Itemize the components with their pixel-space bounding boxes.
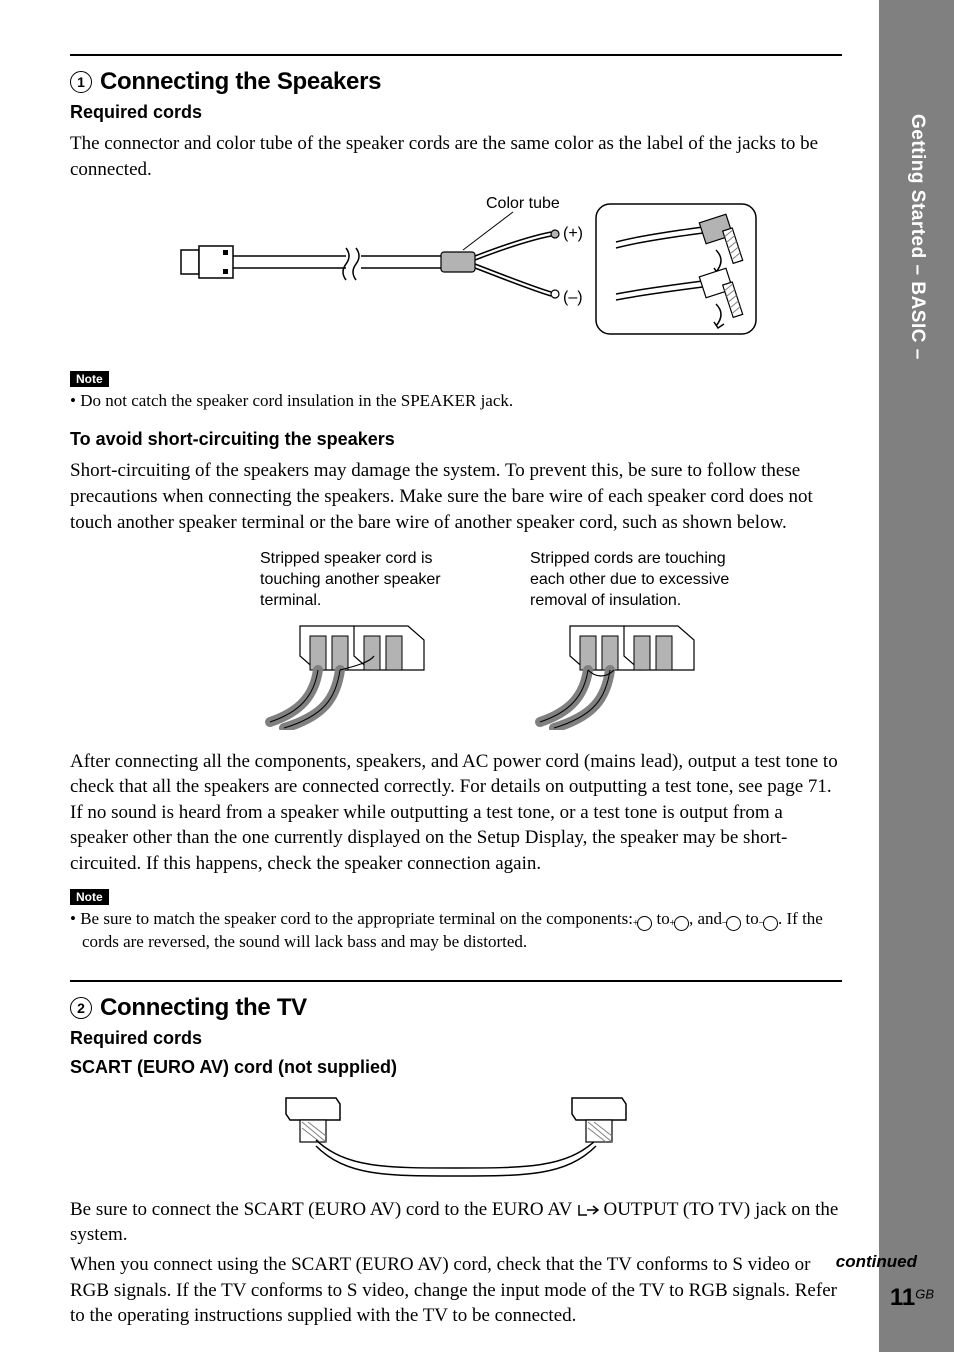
sidebar-section-label: Getting Started – BASIC – [906,114,928,360]
note-2-text: • Be sure to match the speaker cord to t… [70,908,842,954]
short-circuit-examples: Stripped speaker cord is touching anothe… [260,549,842,734]
section-2-heading-row: 2 Connecting the TV [70,994,842,1022]
minus-icon: − [763,916,778,931]
sidebar-tab: Getting Started – BASIC – [879,0,954,1352]
section-2-rule [70,980,842,982]
section-2-number-icon: 2 [70,997,92,1019]
page-number-value: 11 [890,1284,915,1311]
scart-paragraph-1: Be sure to connect the SCART (EURO AV) c… [70,1197,842,1248]
continued-text: continued [836,1252,917,1271]
required-cords-heading-2: Required cords [70,1028,842,1049]
note-2-pre: • Be sure to match the speaker cord to t… [70,909,637,928]
note-1-text: • Do not catch the speaker cord insulati… [70,390,842,413]
short-circuit-paragraph: Short-circuiting of the speakers may dam… [70,458,842,535]
page-number: 11GB [890,1284,934,1312]
minus-icon: − [726,916,741,931]
minus-label: (–) [563,289,583,306]
example-left: Stripped speaker cord is touching anothe… [260,549,490,734]
sec1-intro-text: The connector and color tube of the spea… [70,131,842,182]
section-1-heading-row: 1 Connecting the Speakers [70,68,842,96]
plus-label: (+) [563,225,583,242]
output-arrow-icon [577,1203,599,1217]
required-cords-heading-1: Required cords [70,102,842,123]
example-right-caption: Stripped cords are touching each other d… [530,549,760,611]
section-1-title: Connecting the Speakers [100,68,381,96]
scart-p1-pre: Be sure to connect the SCART (EURO AV) c… [70,1199,577,1220]
note-label-1: Note [70,371,109,387]
continued-label: continued [836,1252,934,1272]
section-1-rule [70,54,842,56]
section-2-title: Connecting the TV [100,994,307,1022]
note-2-mid2: , and [689,909,726,928]
scart-paragraph-2: When you connect using the SCART (EURO A… [70,1252,842,1329]
color-tube-label: Color tube [486,195,560,212]
note-label-2: Note [70,889,109,905]
speaker-cord-diagram: Color tube (+) (–) [70,192,842,357]
example-left-svg [260,620,430,730]
example-right: Stripped cords are touching each other d… [530,549,760,734]
plus-icon: + [637,916,652,931]
page: Getting Started – BASIC – 1 Connecting t… [0,0,954,1352]
continued-dash-icon [920,1261,934,1264]
page-number-gb: GB [915,1287,934,1302]
scart-svg [266,1088,646,1178]
scart-heading: SCART (EURO AV) cord (not supplied) [70,1057,842,1078]
after-connecting-paragraph: After connecting all the components, spe… [70,749,842,877]
scart-cord-diagram [70,1088,842,1183]
speaker-cord-svg: Color tube (+) (–) [151,192,761,352]
short-circuit-heading: To avoid short-circuiting the speakers [70,429,842,450]
content-area: 1 Connecting the Speakers Required cords… [70,54,842,1333]
example-right-svg [530,620,700,730]
example-left-caption: Stripped speaker cord is touching anothe… [260,549,490,611]
plus-icon: + [674,916,689,931]
section-1-number-icon: 1 [70,71,92,93]
